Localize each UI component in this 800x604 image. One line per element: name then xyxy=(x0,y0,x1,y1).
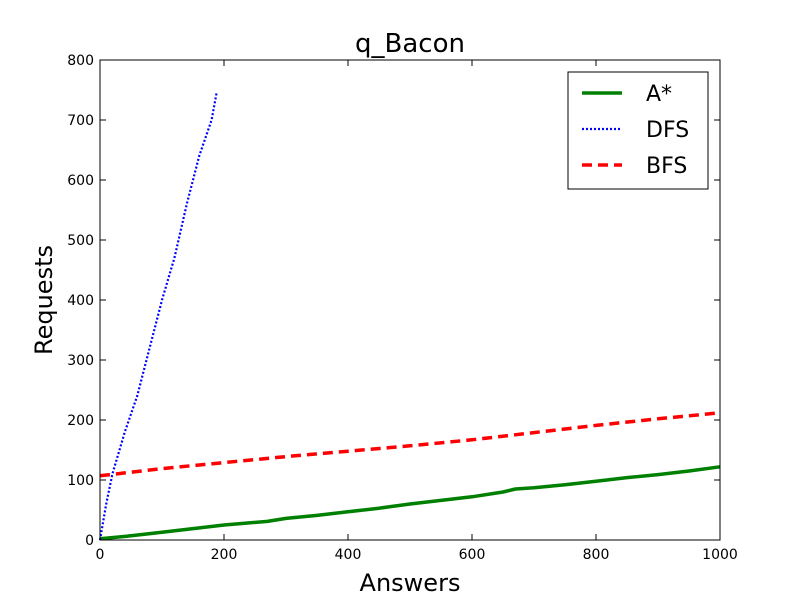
y-tick-label: 0 xyxy=(85,533,94,549)
y-tick-label: 300 xyxy=(67,353,94,369)
y-tick-label: 700 xyxy=(67,113,94,129)
chart-title: q_Bacon xyxy=(355,29,465,59)
x-tick-label: 0 xyxy=(96,547,105,563)
legend-label-1: A* xyxy=(646,82,672,107)
y-tick-label: 500 xyxy=(67,233,94,249)
y-tick-label: 200 xyxy=(67,413,94,429)
tick-layer: 0 200 400 600 800 1000 0 100 200 300 400 500 600 700 8… xyxy=(67,53,738,563)
x-tick-label: 800 xyxy=(583,547,610,563)
y-tick-label: 800 xyxy=(67,53,94,69)
x-axis-label: Answers xyxy=(360,569,461,597)
x-tick-label: 600 xyxy=(459,547,486,563)
x-tick-label: 400 xyxy=(335,547,362,563)
y-axis-label: Requests xyxy=(30,245,58,355)
legend: A* DFS BFS xyxy=(567,71,709,190)
x-tick-label: 1000 xyxy=(702,547,738,563)
series-line-3 xyxy=(99,411,721,478)
legend-label-3: BFS xyxy=(646,154,687,179)
y-tick-label: 600 xyxy=(67,173,94,189)
x-tick-label: 200 xyxy=(211,547,238,563)
y-tick-label: 100 xyxy=(67,473,94,489)
y-tick-label: 400 xyxy=(67,293,94,309)
series-line-1 xyxy=(99,465,721,541)
series-layer xyxy=(98,92,721,541)
legend-label-2: DFS xyxy=(646,118,689,143)
